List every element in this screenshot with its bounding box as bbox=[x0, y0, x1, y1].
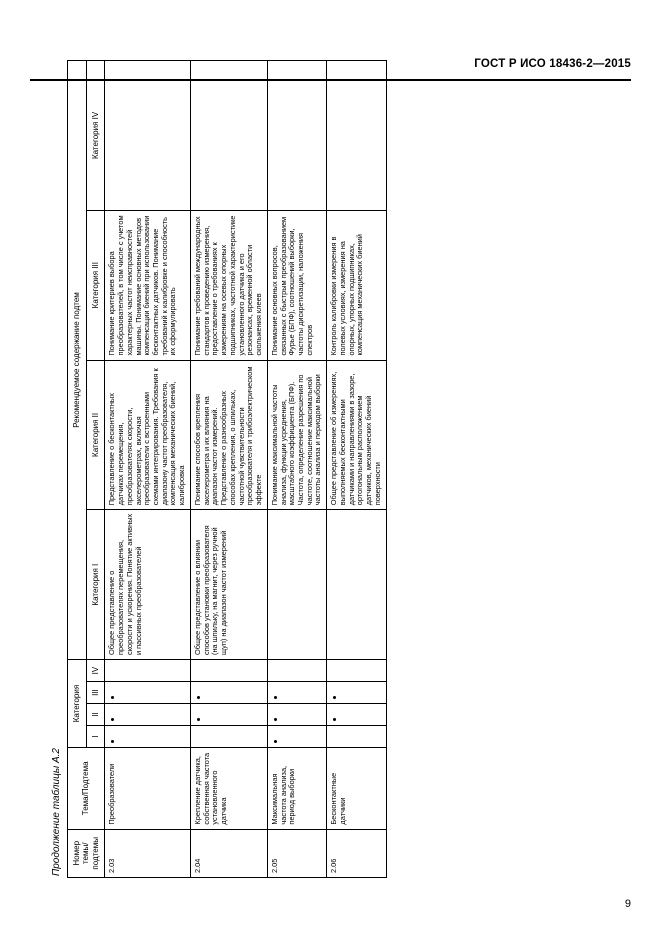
category-mark-cell bbox=[189, 681, 267, 704]
header-recommended-group: Рекомендуемое содержание подтем bbox=[67, 60, 86, 660]
row-number: 2.05 bbox=[266, 829, 327, 878]
header-category-mark-4: IV bbox=[85, 659, 105, 682]
header-recommended-col-4: Категория IV bbox=[85, 60, 105, 211]
row-topic: Бесконтактные датчики bbox=[326, 747, 386, 830]
header-topic: Тема/Подтема bbox=[67, 747, 105, 830]
recommended-content-cell: Понимание основных вопросов, связанных с… bbox=[266, 210, 327, 361]
recommended-content-cell: Общее представление об измерениях, выпол… bbox=[326, 360, 386, 510]
recommended-content-cell: Общее представление о влиянии способов у… bbox=[189, 509, 267, 660]
bullet-dot-icon bbox=[196, 696, 200, 700]
category-mark-cell bbox=[266, 703, 327, 726]
header-category-mark-3: III bbox=[85, 681, 105, 704]
bullet-dot-icon bbox=[110, 740, 114, 744]
category-mark-cell bbox=[326, 681, 386, 704]
bullet-dot-icon bbox=[110, 718, 114, 722]
bullet-dot-icon bbox=[110, 696, 114, 700]
recommended-content-cell bbox=[189, 60, 267, 211]
table-row: 2.06 Бесконтактные датчики Общее представл… bbox=[326, 60, 386, 878]
category-mark-cell bbox=[266, 681, 327, 704]
recommended-content-cell: Понимание требований международных станд… bbox=[189, 210, 267, 361]
category-mark-cell bbox=[104, 659, 190, 682]
recommended-content-cell: Понимание критериев выбора преобразовате… bbox=[104, 210, 190, 361]
row-number: 2.03 bbox=[104, 829, 190, 878]
bullet-dot-icon bbox=[332, 718, 336, 722]
bullet-dot-icon bbox=[196, 718, 200, 722]
bullet-dot-icon bbox=[332, 696, 336, 700]
header-recommended-col-3: Категория III bbox=[85, 210, 105, 361]
category-mark-cell bbox=[104, 725, 190, 748]
category-mark-cell bbox=[266, 659, 327, 682]
header-recommended-col-2: Категория II bbox=[85, 360, 105, 510]
table-header-row-1: Номер темы/ подтемы Тема/Подтема Категор… bbox=[67, 60, 105, 878]
category-mark-cell bbox=[104, 703, 190, 726]
gost-table: Номер темы/ подтемы Тема/Подтема Категор… bbox=[67, 60, 387, 878]
recommended-content-cell: Понимание максимальной частоты анализа, … bbox=[266, 360, 327, 510]
recommended-content-cell: Общее представление о преобразователях п… bbox=[104, 509, 190, 660]
header-category-mark-1: I bbox=[85, 725, 105, 748]
category-mark-cell bbox=[104, 681, 190, 704]
category-mark-cell bbox=[326, 659, 386, 682]
recommended-content-cell bbox=[266, 60, 327, 211]
recommended-content-cell bbox=[104, 60, 190, 211]
row-topic: Максимальная частота анализа, период выб… bbox=[266, 747, 327, 830]
category-mark-cell bbox=[326, 725, 386, 748]
header-category-group: Категория bbox=[67, 659, 86, 748]
table-row: 2.03 Преобразователи Общее представление о… bbox=[104, 60, 190, 878]
table-row: 2.04 Крепление датчика, собственная часто… bbox=[189, 60, 267, 878]
header-number: Номер темы/ подтемы bbox=[67, 829, 105, 878]
category-mark-cell bbox=[326, 703, 386, 726]
category-mark-cell bbox=[189, 725, 267, 748]
bullet-dot-icon bbox=[273, 740, 277, 744]
recommended-content-cell: Понимание способов крепления акселеромет… bbox=[189, 360, 267, 510]
header-category-mark-2: II bbox=[85, 703, 105, 726]
table-row: 2.05 Максимальная частота анализа, период… bbox=[266, 60, 327, 878]
table-body: 2.03 Преобразователи Общее представление о… bbox=[104, 60, 386, 878]
document-standard-header: ГОСТ Р ИСО 18436-2—2015 bbox=[474, 58, 631, 70]
row-number: 2.04 bbox=[189, 829, 267, 878]
row-number: 2.06 bbox=[326, 829, 386, 878]
bullet-dot-icon bbox=[273, 696, 277, 700]
category-mark-cell bbox=[189, 703, 267, 726]
recommended-content-cell bbox=[266, 509, 327, 660]
category-mark-cell bbox=[266, 725, 327, 748]
table-caption: Продолжение таблицы А.2 bbox=[50, 748, 62, 876]
recommended-content-cell bbox=[326, 60, 386, 211]
recommended-content-cell bbox=[326, 509, 386, 660]
page-number: 9 bbox=[624, 898, 631, 910]
row-topic: Преобразователи bbox=[104, 747, 190, 830]
rotated-table-inner: Продолжение таблицы А.2 Номер темы/ подт… bbox=[51, 58, 611, 878]
row-topic: Крепление датчика, собственная частота у… bbox=[189, 747, 267, 830]
recommended-content-cell: Представление о бесконтактных датчиках п… bbox=[104, 360, 190, 510]
bullet-dot-icon bbox=[273, 718, 277, 722]
category-mark-cell bbox=[189, 659, 267, 682]
header-recommended-col-1: Категория I bbox=[85, 509, 105, 660]
recommended-content-cell: Контроль калибровки измерения в полевых … bbox=[326, 210, 386, 361]
header-rule bbox=[30, 79, 631, 81]
